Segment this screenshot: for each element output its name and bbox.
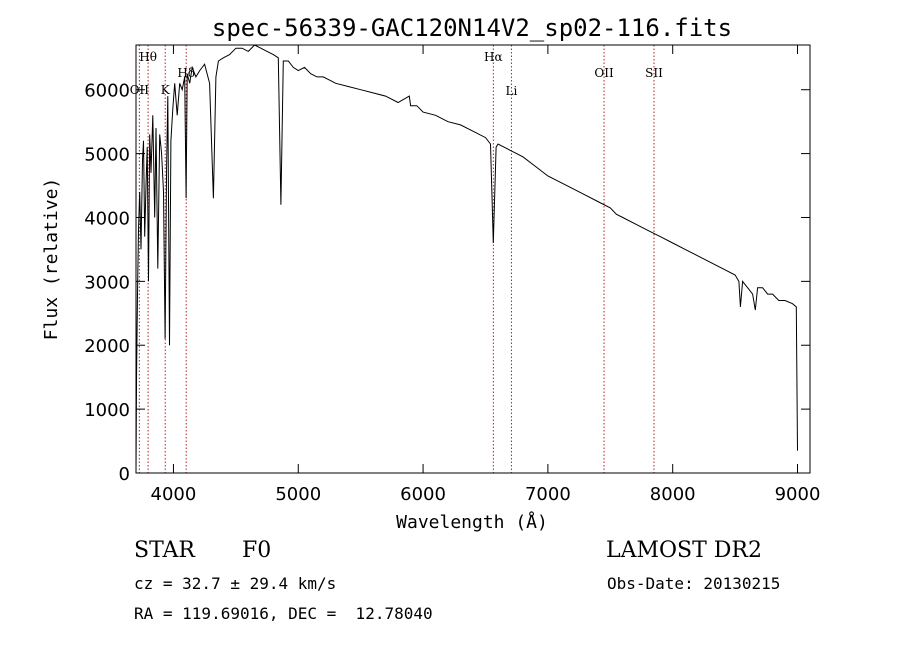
sky-coordinates: RA = 119.69016, DEC = 12.78040 — [134, 604, 433, 623]
x-tick-label: 5000 — [275, 484, 321, 505]
y-tick-label: 5000 — [84, 145, 130, 166]
x-tick-label: 8000 — [650, 484, 696, 505]
axis-ticks: 4000 5000 6000 7000 8000 9000 0 1000 2000 3000 400… — [84, 45, 820, 505]
x-tick-label: 7000 — [525, 484, 571, 505]
survey-name: LAMOST DR2 — [606, 538, 762, 563]
chart-title: spec-56339-GAC120N14V2_sp02-116.fits — [212, 14, 732, 42]
spectral-line-label: SII — [645, 66, 663, 80]
spectral-line-label: K — [161, 83, 171, 97]
spectral-line-label: Hα — [484, 50, 503, 64]
spectral-line-label: Li — [506, 84, 518, 98]
y-tick-label: 6000 — [84, 81, 130, 102]
x-tick-label: 9000 — [775, 484, 821, 505]
y-tick-label: 3000 — [84, 272, 130, 293]
y-tick-label: 1000 — [84, 400, 130, 421]
y-tick-label: 4000 — [84, 208, 130, 229]
y-tick-label: 2000 — [84, 336, 130, 357]
spectral-line-label: Hθ — [139, 50, 157, 64]
x-tick-label: 4000 — [151, 484, 197, 505]
x-tick-label: 6000 — [400, 484, 446, 505]
object-subclass: F0 — [242, 538, 272, 563]
plot-frame — [135, 44, 811, 474]
y-tick-label: 0 — [119, 464, 130, 485]
spectral-line-label: OII — [594, 66, 614, 80]
redshift-velocity: cz = 32.7 ± 29.4 km/s — [134, 574, 337, 593]
object-class: STAR — [134, 538, 195, 563]
y-axis-label: Flux (relative) — [41, 178, 62, 341]
observation-date: Obs-Date: 20130215 — [607, 574, 781, 593]
x-axis-label: Wavelength (Å) — [396, 511, 548, 533]
spectrum-series-line — [135, 44, 798, 474]
